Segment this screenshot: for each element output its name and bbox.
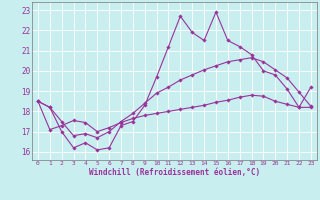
X-axis label: Windchill (Refroidissement éolien,°C): Windchill (Refroidissement éolien,°C) [89,168,260,177]
